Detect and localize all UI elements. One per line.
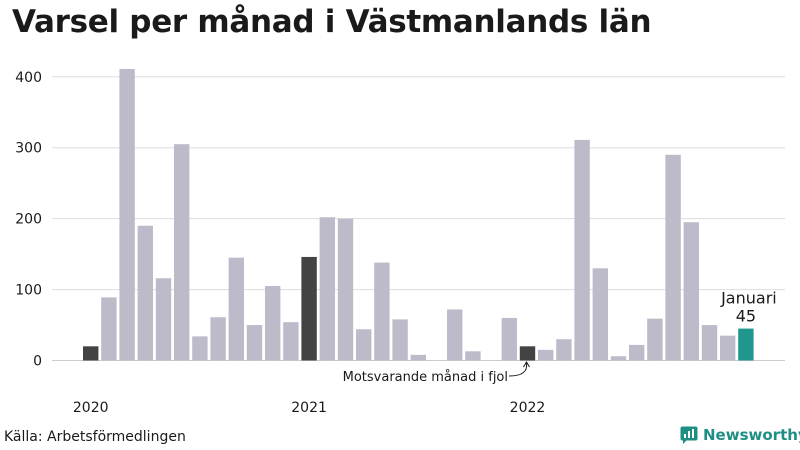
bar	[210, 317, 226, 361]
bar	[283, 322, 299, 361]
bar	[683, 222, 699, 361]
bar	[155, 278, 172, 361]
bar	[265, 286, 281, 361]
newsworthy-logo: Newsworthy	[680, 426, 800, 444]
page-title: Varsel per månad i Västmanlands län	[12, 4, 652, 40]
x-year-label: 2020	[73, 400, 109, 416]
bar	[374, 262, 390, 361]
bar	[556, 339, 572, 361]
bar	[83, 346, 99, 361]
bar	[137, 225, 153, 361]
current-month-label: Januari	[720, 289, 777, 308]
bar	[519, 346, 536, 361]
bar	[410, 354, 426, 361]
y-axis: 0 100 200 300 400	[15, 70, 42, 370]
bar	[501, 317, 517, 361]
bar	[629, 344, 645, 361]
bar	[392, 319, 408, 361]
x-year-label: 2021	[291, 400, 327, 416]
bar	[720, 335, 736, 361]
current-bar	[738, 328, 754, 361]
y-tick-label: 0	[33, 354, 42, 370]
bar	[447, 309, 463, 361]
previous-year-label: Motsvarande månad i fjol	[343, 370, 508, 385]
x-axis: 2020 2021 2022	[73, 400, 545, 416]
bar	[465, 351, 481, 361]
y-tick-label: 100	[15, 283, 42, 299]
current-value-label: 45	[736, 307, 756, 326]
bar	[592, 268, 608, 361]
bar	[246, 325, 263, 361]
bar	[337, 218, 354, 361]
y-tick-label: 300	[15, 141, 42, 157]
bar	[538, 349, 554, 361]
bars	[83, 68, 754, 361]
y-tick-label: 200	[15, 212, 42, 228]
bar	[647, 318, 663, 361]
bar	[610, 356, 627, 361]
bar	[319, 217, 335, 361]
x-year-label: 2022	[510, 400, 546, 416]
arrow-head	[523, 361, 530, 368]
bar	[192, 336, 208, 361]
bar	[174, 144, 190, 361]
bar	[356, 329, 372, 361]
bar	[665, 154, 681, 361]
bar	[101, 297, 117, 361]
chart-bubble-icon	[680, 426, 698, 444]
bar	[574, 139, 590, 361]
brand-name: Newsworthy	[703, 426, 800, 444]
bar	[701, 325, 718, 361]
y-tick-label: 400	[15, 70, 42, 86]
bar	[301, 256, 317, 361]
bar	[228, 257, 244, 361]
bar	[119, 68, 135, 361]
annotation-arrow	[508, 362, 528, 377]
source-label: Källa: Arbetsförmedlingen	[4, 429, 186, 445]
